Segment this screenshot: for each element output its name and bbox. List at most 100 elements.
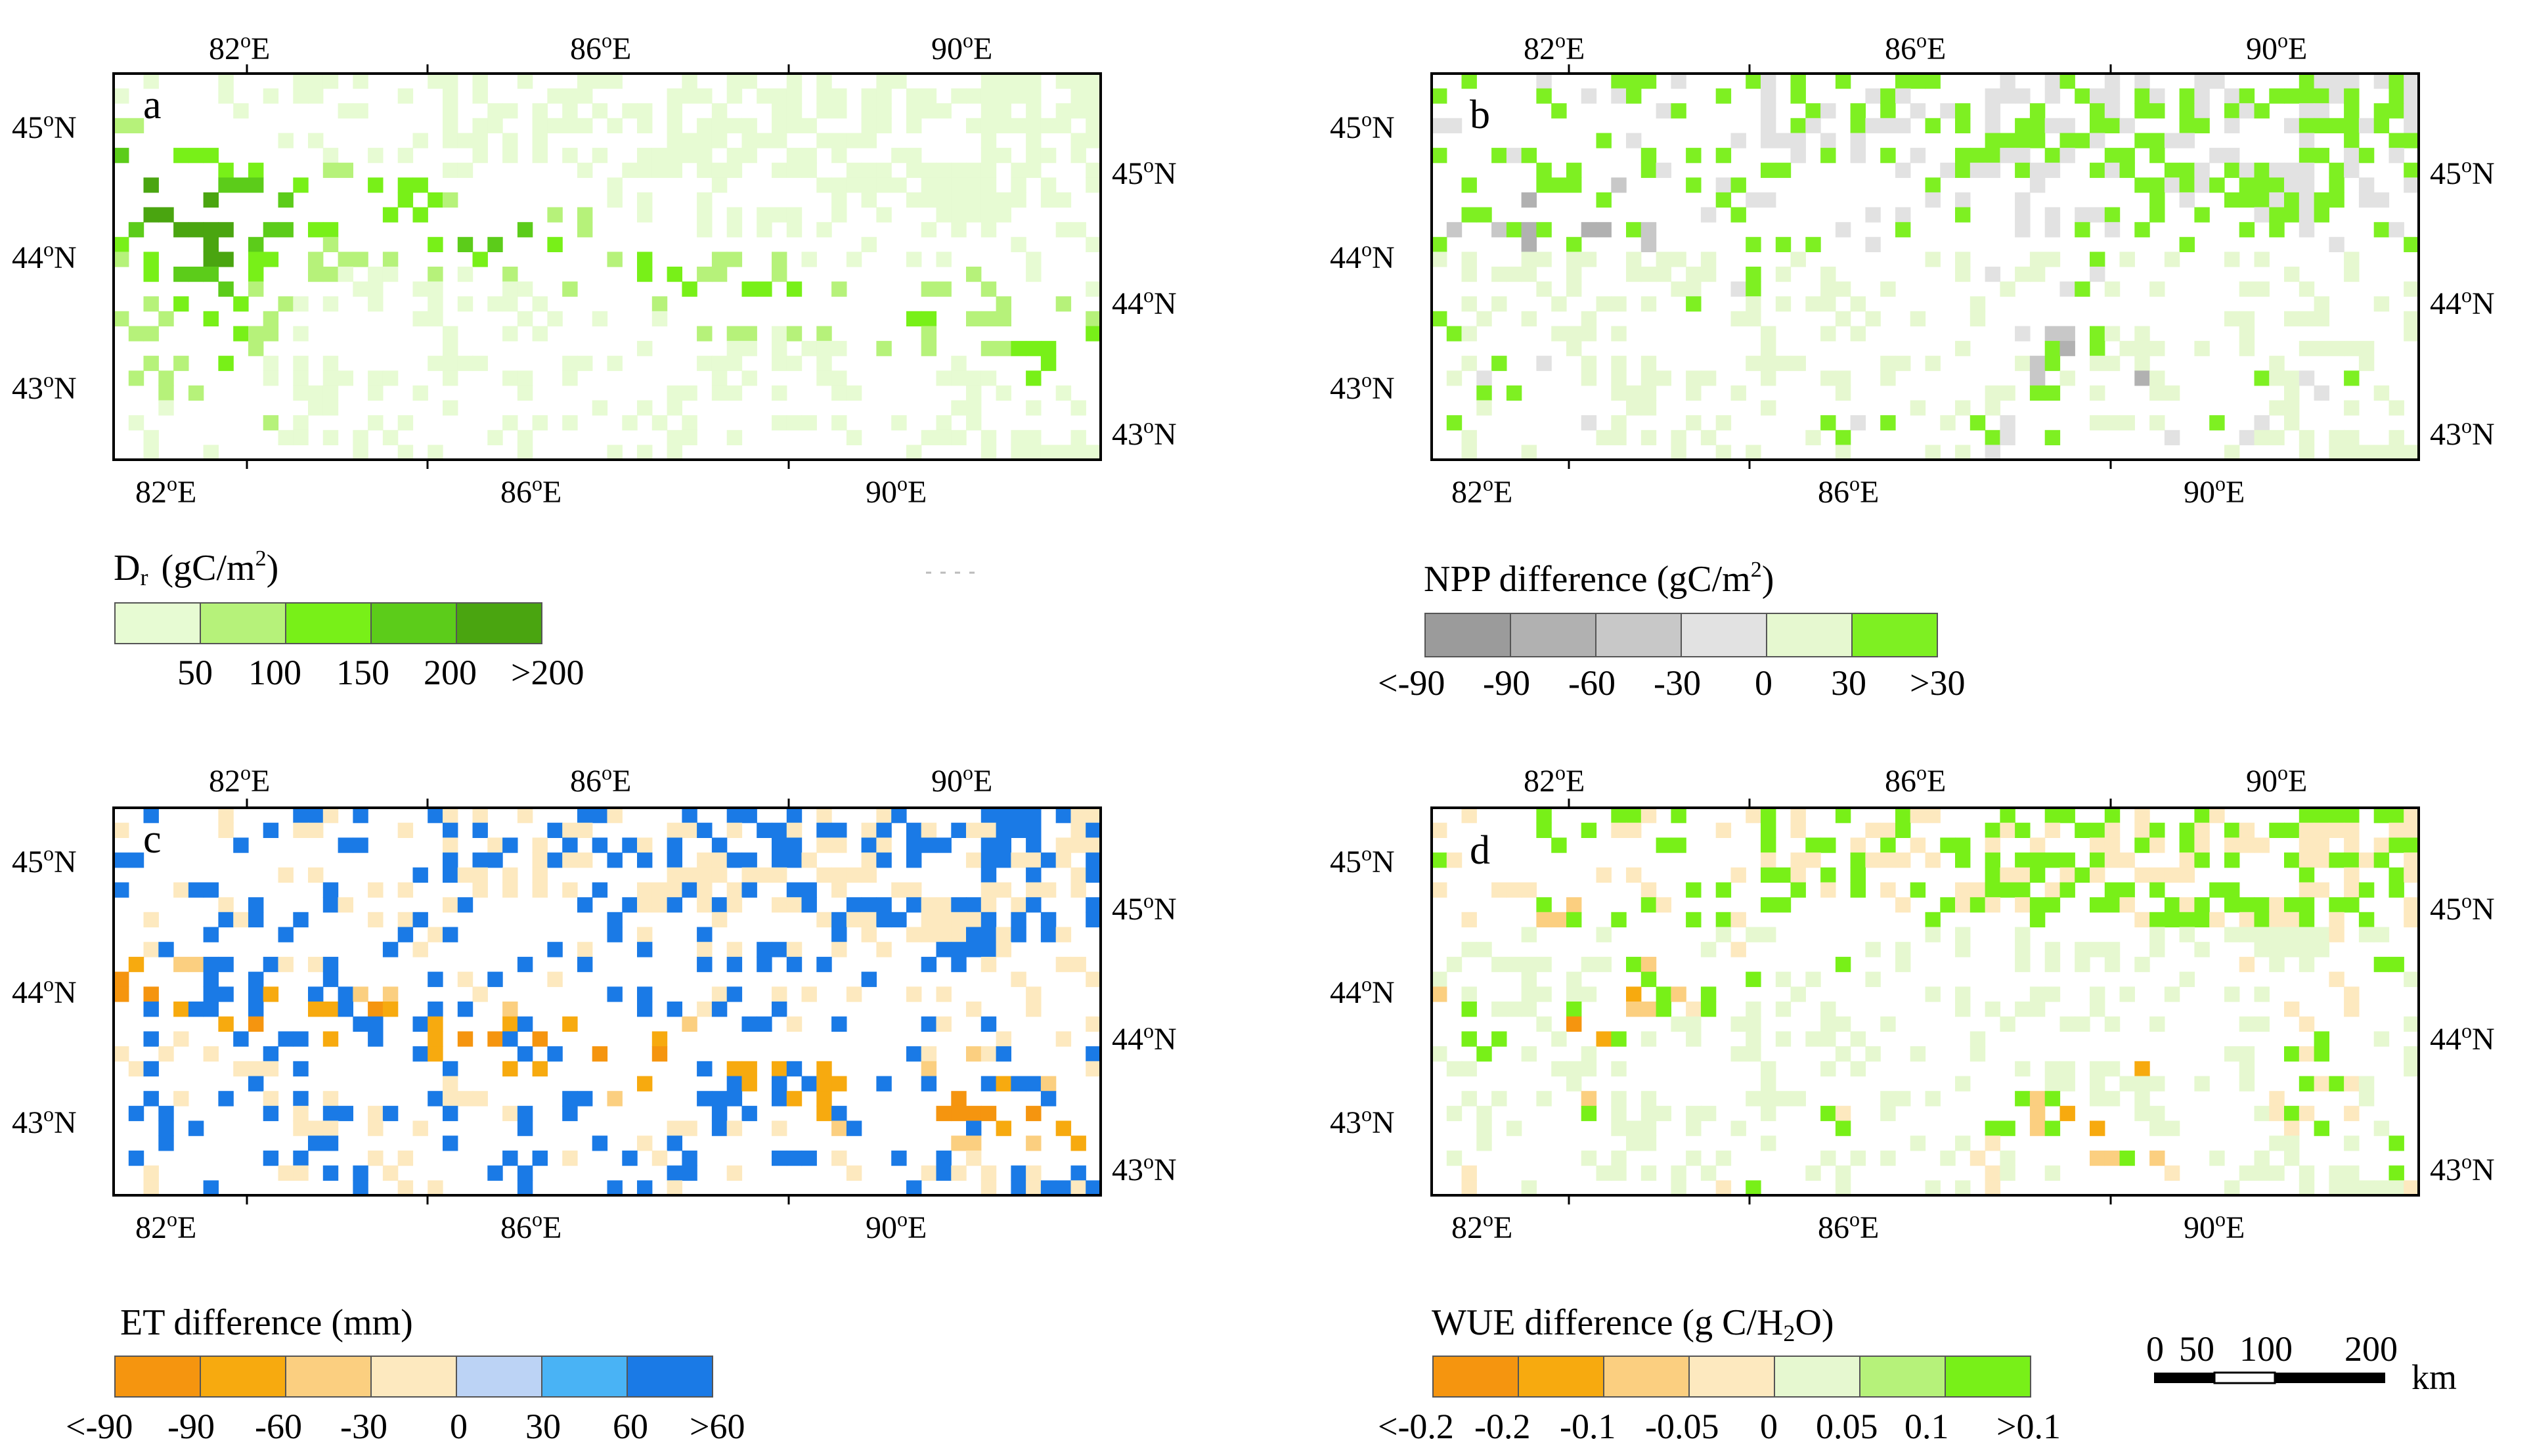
raster-cell bbox=[726, 88, 743, 104]
raster-cell bbox=[1715, 822, 1732, 838]
raster-cell bbox=[1820, 1031, 1836, 1047]
raster-cell bbox=[1536, 897, 1552, 913]
raster-cell bbox=[891, 912, 907, 928]
raster-cell bbox=[1506, 148, 1522, 164]
raster-cell bbox=[2344, 133, 2360, 148]
raster-cell bbox=[443, 118, 458, 133]
raster-cell bbox=[1820, 1002, 1836, 1017]
panel-d-letter: d bbox=[1470, 828, 1490, 873]
raster-cell bbox=[2373, 385, 2390, 401]
raster-cell bbox=[1536, 822, 1552, 838]
raster-cell bbox=[592, 148, 608, 164]
raster-cell bbox=[2164, 1120, 2180, 1136]
raster-cell bbox=[2044, 1061, 2061, 1077]
raster-cell bbox=[697, 133, 713, 148]
raster-cell bbox=[1985, 118, 2000, 133]
raster-cell bbox=[2164, 986, 2180, 1002]
raster-cell bbox=[2254, 430, 2270, 445]
raster-cell bbox=[1925, 445, 1941, 460]
raster-cell bbox=[1461, 1165, 1477, 1181]
panel-b-frame bbox=[1430, 72, 2420, 461]
raster-cell bbox=[502, 882, 518, 898]
raster-cell bbox=[188, 1120, 204, 1136]
raster-cell bbox=[2344, 1165, 2360, 1181]
raster-cell bbox=[1955, 341, 1971, 357]
raster-cell bbox=[2239, 103, 2255, 119]
raster-cell bbox=[2388, 867, 2404, 883]
raster-cell bbox=[936, 370, 952, 386]
raster-cell bbox=[592, 1136, 608, 1151]
raster-cell bbox=[1790, 1091, 1806, 1107]
raster-cell bbox=[2314, 296, 2329, 312]
raster-cell bbox=[2344, 1180, 2360, 1196]
raster-cell bbox=[711, 252, 728, 267]
panel-d-left-tick-1: 45oN bbox=[1330, 841, 1395, 879]
raster-cell bbox=[1865, 88, 1881, 104]
raster-cell bbox=[2358, 177, 2375, 193]
raster-cell bbox=[428, 808, 443, 824]
panel-b-legend-label-1: <-90 bbox=[1378, 663, 1445, 703]
raster-cell bbox=[951, 912, 967, 928]
raster-cell bbox=[1895, 897, 1911, 913]
raster-cell bbox=[726, 956, 743, 973]
raster-cell bbox=[472, 867, 488, 883]
raster-cell bbox=[2314, 1031, 2329, 1047]
raster-cell bbox=[921, 1165, 937, 1181]
raster-cell bbox=[1790, 355, 1806, 371]
raster-cell bbox=[517, 370, 533, 386]
raster-cell bbox=[397, 1180, 414, 1196]
raster-cell bbox=[2254, 837, 2270, 853]
raster-cell bbox=[2179, 837, 2195, 853]
raster-cell bbox=[2284, 370, 2300, 386]
raster-cell bbox=[801, 415, 817, 431]
raster-cell bbox=[1461, 1061, 1477, 1077]
raster-cell bbox=[443, 370, 458, 386]
raster-cell bbox=[921, 1016, 937, 1032]
raster-cell bbox=[2344, 1076, 2360, 1092]
raster-cell bbox=[353, 281, 368, 297]
raster-cell bbox=[1026, 252, 1042, 267]
raster-cell bbox=[2314, 1046, 2329, 1062]
raster-cell bbox=[2134, 222, 2150, 238]
raster-cell bbox=[2239, 177, 2255, 193]
raster-cell bbox=[577, 852, 593, 868]
raster-cell bbox=[1536, 88, 1552, 104]
panel-a-raster bbox=[114, 74, 1101, 460]
raster-cell bbox=[1880, 852, 1896, 868]
raster-cell bbox=[801, 852, 817, 868]
panel-b-left-ticks: 45oN 44oN 43oN bbox=[1330, 107, 1395, 406]
raster-cell bbox=[2044, 986, 2061, 1002]
raster-cell bbox=[517, 430, 533, 445]
raster-cell bbox=[502, 326, 518, 342]
raster-cell bbox=[218, 177, 234, 193]
raster-cell bbox=[263, 370, 279, 386]
panel-b-left-tick-1: 45oN bbox=[1330, 107, 1395, 145]
raster-cell bbox=[2344, 370, 2360, 386]
raster-cell bbox=[1880, 1016, 1896, 1032]
raster-cell bbox=[2059, 1076, 2075, 1092]
raster-cell bbox=[2044, 430, 2061, 445]
raster-cell bbox=[1775, 1002, 1792, 1017]
raster-cell bbox=[1671, 837, 1686, 853]
raster-cell bbox=[1730, 867, 1746, 883]
raster-cell bbox=[2329, 177, 2344, 193]
raster-cell bbox=[532, 1031, 548, 1047]
raster-cell bbox=[1011, 118, 1026, 133]
raster-cell bbox=[2404, 971, 2419, 987]
raster-cell bbox=[2239, 430, 2255, 445]
raster-cell bbox=[996, 852, 1011, 868]
raster-cell bbox=[562, 281, 578, 297]
raster-cell bbox=[1895, 355, 1911, 371]
raster-cell bbox=[772, 897, 787, 913]
raster-cell bbox=[1551, 103, 1567, 119]
raster-cell bbox=[2358, 341, 2375, 357]
raster-cell bbox=[1715, 192, 1732, 208]
raster-cell bbox=[1970, 1046, 1986, 1062]
raster-cell bbox=[1955, 852, 1971, 868]
raster-cell bbox=[2373, 74, 2390, 89]
legend-swatch bbox=[1766, 613, 1853, 657]
raster-cell bbox=[1581, 326, 1597, 342]
raster-cell bbox=[143, 177, 159, 193]
raster-cell bbox=[158, 370, 174, 386]
raster-cell bbox=[1686, 177, 1702, 193]
